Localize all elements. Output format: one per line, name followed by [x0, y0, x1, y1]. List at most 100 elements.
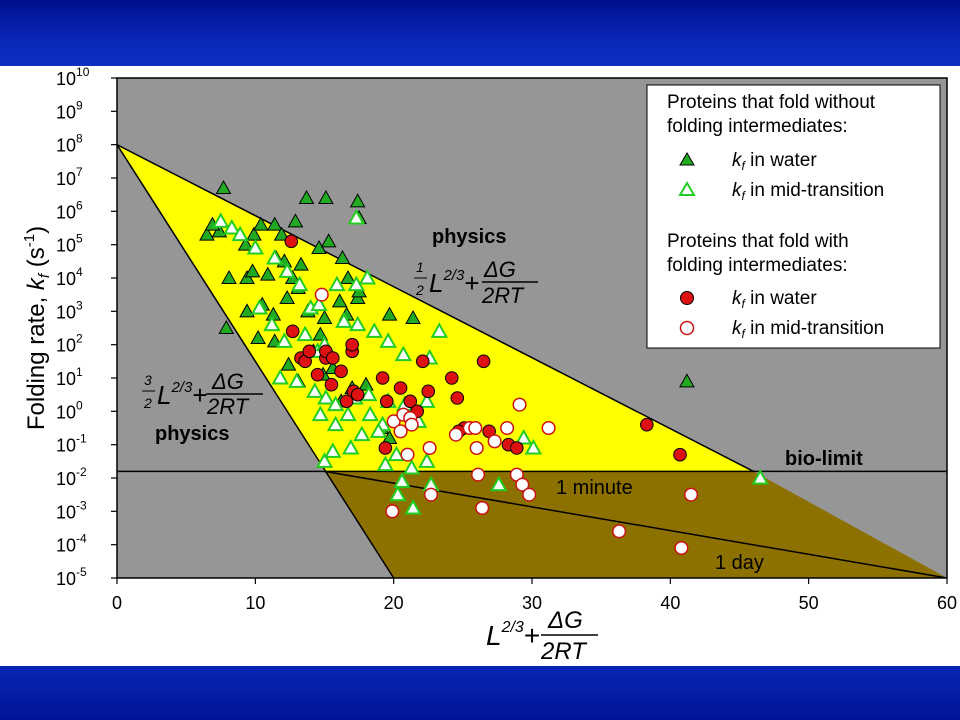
- data-point-circle-open-2: [393, 424, 408, 439]
- data-point-circle-filled-30: [640, 417, 654, 432]
- data-point-circle-open-13: [500, 420, 515, 436]
- data-point-circle-filled-14: [350, 387, 365, 402]
- data-point-circle-open-14: [471, 467, 486, 482]
- data-point-triangle-filled-14: [244, 263, 261, 278]
- lower-formula-coef-den: 2: [143, 395, 152, 411]
- upper-formula-coef-den: 2: [415, 282, 424, 298]
- upper-formula-exp: 2/3: [442, 267, 465, 284]
- x-tick-label-6: 60: [937, 593, 957, 613]
- data-point-triangle-open-12: [347, 208, 366, 225]
- legend-box: [646, 84, 941, 349]
- data-point-triangle-open-33: [360, 385, 378, 402]
- legend-f-subscript: f: [742, 159, 747, 173]
- data-point-triangle-filled-21: [320, 233, 337, 248]
- y-tick-label-6: 104: [56, 265, 83, 289]
- data-point-circle-filled-33: [339, 394, 354, 409]
- data-point-circle-open-0: [314, 287, 329, 302]
- y-tick-label-13: 10-3: [56, 498, 87, 522]
- data-point-triangle-open-39: [418, 392, 436, 408]
- data-point-triangle-filled-15: [259, 266, 276, 281]
- legend: Proteins that fold without folding inter…: [646, 84, 941, 349]
- data-point-triangle-open-6: [290, 275, 309, 292]
- bottom-blue-band: [0, 666, 960, 720]
- x-tick-label-3: 30: [522, 593, 542, 613]
- lower-formula-num: ΔG: [211, 369, 244, 394]
- lower-formula-main: L2/3+: [157, 379, 208, 410]
- data-point-triangle-filled-6: [253, 216, 269, 231]
- upper-formula-coef-num: 1: [416, 259, 424, 275]
- data-point-triangle-open-51: [315, 452, 334, 468]
- data-point-circle-filled-21: [421, 384, 436, 399]
- data-point-triangle-open-1: [223, 218, 241, 235]
- data-point-circle-open-18: [522, 487, 537, 502]
- y-tick-label-12: 10-2: [56, 465, 87, 489]
- y-axis-title-main: Folding rate,: [23, 290, 50, 430]
- data-points: [199, 179, 769, 556]
- data-point-circle-open-8: [448, 427, 463, 442]
- y-axis-title-unit-exp: -1: [21, 234, 38, 247]
- data-point-circle-open-15: [475, 500, 490, 516]
- data-point-circle-open-11: [469, 440, 484, 456]
- legend-f-subscript: f: [742, 189, 747, 203]
- y-tick-label-1: 109: [56, 98, 83, 122]
- data-point-triangle-open-3: [246, 238, 265, 255]
- data-point-triangle-filled-4: [237, 236, 254, 251]
- y-axis-title-unit-open: (s: [23, 247, 50, 274]
- upper-formula: 1 2 L2/3+ ΔG 2RT: [414, 257, 538, 308]
- legend-group2-title-line1: Proteins that fold with: [667, 231, 849, 252]
- legend-group2-title-line2: folding intermediates:: [667, 255, 848, 276]
- data-point-triangle-open-28: [306, 382, 324, 398]
- legend-mid-label: in mid-transition: [745, 318, 884, 339]
- legend-water-label: in water: [745, 150, 817, 171]
- data-point-circle-open-10: [468, 420, 483, 436]
- data-point-triangle-filled-19: [293, 256, 309, 271]
- axis-ticks: 0 10 20 30 40 50 60 1010 109 108 107 106 105 104 103 10…: [56, 65, 957, 613]
- upper-formula-den: 2RT: [481, 283, 525, 308]
- data-point-triangle-open-4: [265, 248, 284, 265]
- legend-k-symbol: k: [732, 150, 743, 171]
- data-point-triangle-filled-22: [334, 249, 351, 264]
- data-point-circle-filled-31: [673, 447, 687, 462]
- y-tick-label-14: 10-4: [56, 532, 87, 556]
- legend-mid-label: in mid-transition: [745, 180, 884, 201]
- legend-triangle-filled-marker: [679, 152, 695, 166]
- legend-water-label: in water: [745, 288, 817, 309]
- x-tick-label-2: 20: [384, 593, 404, 613]
- data-point-triangle-open-31: [339, 405, 357, 422]
- data-point-triangle-open-15: [275, 332, 294, 348]
- data-point-circle-filled-4: [302, 344, 317, 359]
- x-axis-title-den: 2RT: [540, 638, 588, 665]
- data-point-triangle-open-26: [271, 368, 289, 385]
- one-day-label: 1 day: [715, 552, 764, 574]
- y-tick-label-8: 102: [56, 332, 83, 356]
- data-point-triangle-filled-41: [250, 329, 266, 344]
- data-point-triangle-open-14: [263, 315, 281, 332]
- data-point-triangle-open-22: [379, 332, 397, 348]
- lower-formula-den: 2RT: [206, 394, 250, 419]
- data-point-triangle-open-47: [393, 472, 411, 488]
- data-point-circle-open-21: [385, 504, 400, 519]
- y-tick-label-9: 101: [56, 365, 83, 389]
- data-point-circle-filled-24: [476, 354, 491, 369]
- data-point-triangle-open-40: [311, 405, 330, 422]
- data-point-triangle-open-44: [369, 422, 388, 438]
- x-axis-title-main: L2/3+: [486, 619, 540, 651]
- data-point-triangle-open-57: [524, 438, 543, 455]
- x-axis-title-plus: +: [524, 620, 540, 651]
- lower-formula-L: L: [157, 380, 171, 410]
- data-point-triangle-open-9: [328, 275, 346, 292]
- upper-formula-num: ΔG: [483, 257, 516, 282]
- data-point-triangle-open-42: [342, 438, 360, 455]
- data-point-circle-filled-5: [310, 367, 325, 382]
- x-axis-title: L2/3+ ΔG 2RT: [486, 607, 598, 665]
- data-point-triangle-filled-7: [266, 216, 283, 231]
- data-point-triangle-filled-43: [280, 356, 297, 371]
- y-tick-label-7: 103: [56, 298, 83, 322]
- data-point-triangle-open-58: [751, 468, 769, 485]
- data-point-triangle-open-29: [317, 388, 335, 405]
- legend-group1-title-line1: Proteins that fold without: [667, 92, 876, 113]
- data-point-triangle-filled-23: [340, 269, 356, 284]
- x-tick-label-4: 40: [660, 593, 680, 613]
- data-point-triangle-open-43: [353, 425, 371, 442]
- y-tick-label-3: 107: [56, 165, 83, 189]
